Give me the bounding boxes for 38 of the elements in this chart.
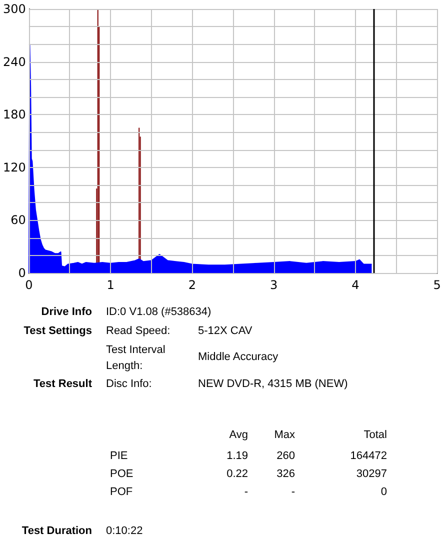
y-tick-label: 60 <box>10 213 26 228</box>
text: PIE <box>110 450 128 462</box>
text: Test Duration <box>22 525 92 537</box>
text: Total <box>364 429 387 441</box>
text: 164472 <box>350 450 387 462</box>
text: Middle Accuracy <box>198 351 278 363</box>
text: NEW DVD-R, 4315 MB (NEW) <box>198 378 348 390</box>
text: 5-12X CAV <box>198 325 252 337</box>
text: POE <box>110 468 134 480</box>
text: Disc Info: <box>106 378 152 390</box>
text: ID:0 V1.08 (#538634) <box>106 306 212 318</box>
x-tick-label: 5 <box>433 278 441 292</box>
x-tick-label: 2 <box>188 278 196 292</box>
y-tick-label: 300 <box>3 2 26 16</box>
text: Test Result <box>34 378 92 390</box>
x-tick-label: 3 <box>270 278 278 292</box>
text: - <box>244 486 248 498</box>
text: 1.19 <box>226 450 248 462</box>
text: Avg <box>229 429 248 441</box>
text: Test Interval Length: <box>106 343 166 374</box>
text: Max <box>274 429 295 441</box>
y-tick-label: 0 <box>18 266 26 280</box>
text: 0:10:22 <box>106 525 143 537</box>
text: 260 <box>276 450 295 462</box>
text: 0.22 <box>226 468 248 480</box>
text: - <box>291 486 295 498</box>
text: 30297 <box>356 468 387 480</box>
text: Test Settings <box>24 325 92 337</box>
text: 326 <box>276 468 295 480</box>
text: Drive Info <box>41 306 92 318</box>
text: POF <box>110 486 133 498</box>
text: 0 <box>380 486 387 498</box>
x-tick-label: 1 <box>106 278 114 292</box>
y-tick-label: 180 <box>3 108 26 122</box>
y-tick-label: 240 <box>3 54 26 69</box>
text: Read Speed: <box>106 325 170 337</box>
y-tick-label: 120 <box>3 160 26 174</box>
x-tick-label: 4 <box>352 278 360 292</box>
